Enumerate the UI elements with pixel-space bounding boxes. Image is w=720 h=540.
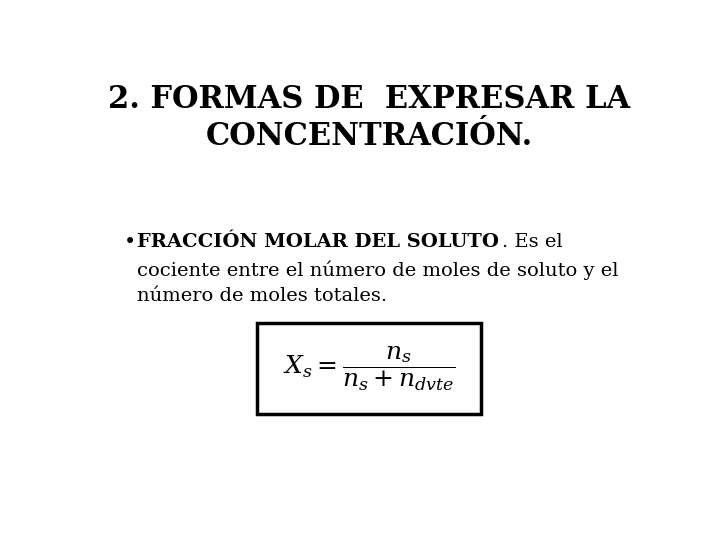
Text: . Es el: . Es el: [503, 233, 563, 251]
Text: CONCENTRACIÓN.: CONCENTRACIÓN.: [205, 121, 533, 152]
Text: 2. FORMAS DE  EXPRESAR LA: 2. FORMAS DE EXPRESAR LA: [108, 84, 630, 114]
Text: $X_s = \dfrac{n_s}{n_s + n_{dvte}}$: $X_s = \dfrac{n_s}{n_s + n_{dvte}}$: [282, 344, 456, 393]
Text: número de moles totales.: número de moles totales.: [138, 287, 387, 305]
Text: cociente entre el número de moles de soluto y el: cociente entre el número de moles de sol…: [138, 260, 619, 280]
Text: FRACCIÓN MOLAR DEL SOLUTO: FRACCIÓN MOLAR DEL SOLUTO: [138, 233, 500, 251]
Text: •: •: [124, 233, 136, 252]
Bar: [258, 322, 481, 414]
